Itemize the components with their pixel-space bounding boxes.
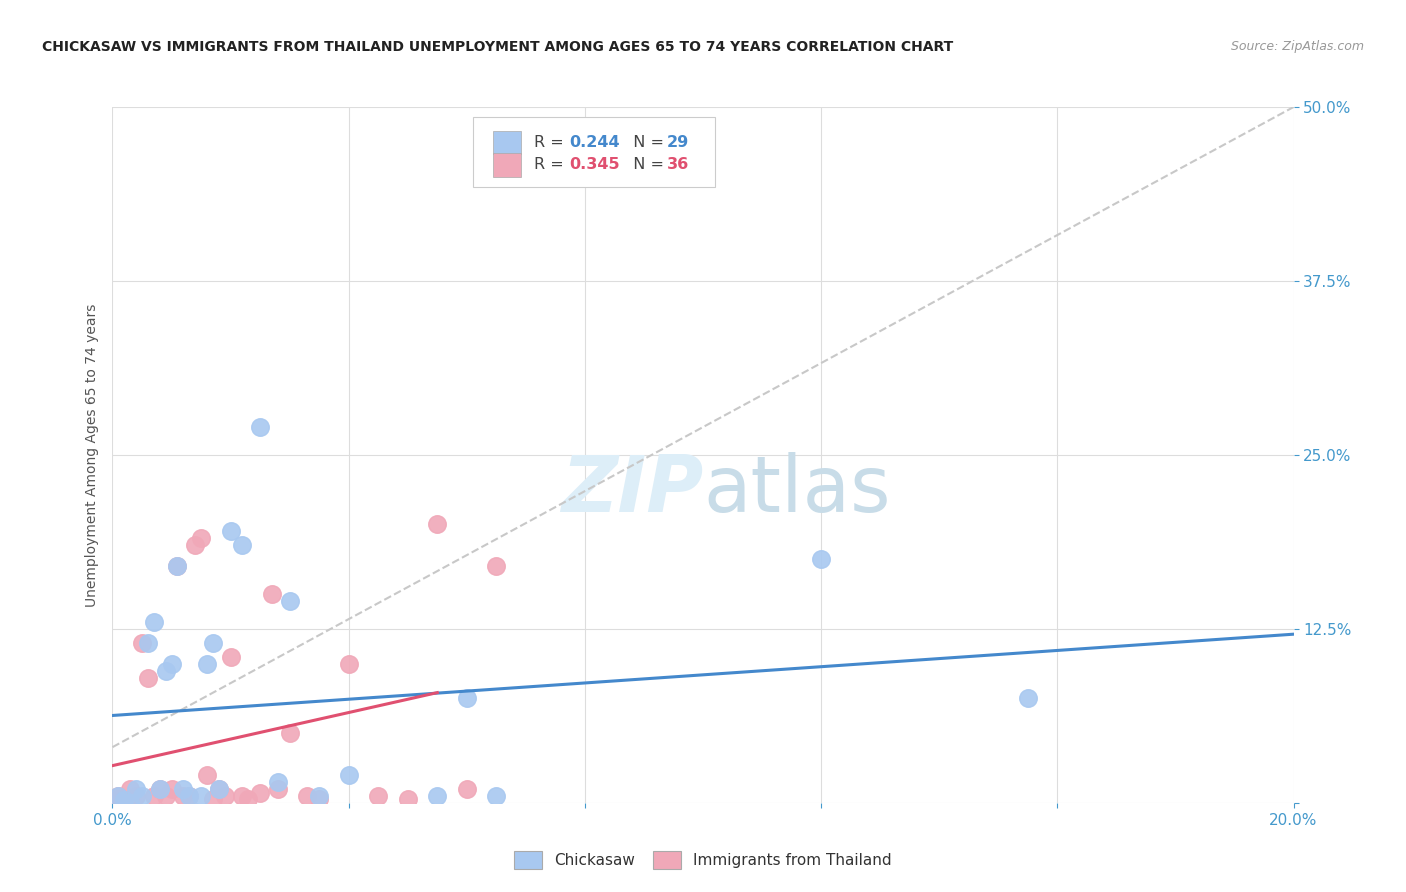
Text: 0.345: 0.345: [569, 157, 620, 172]
Point: [278, 726, 301, 740]
Point: [337, 768, 360, 782]
Point: [337, 657, 360, 671]
Point: [367, 789, 389, 803]
Point: [267, 775, 290, 789]
Point: [107, 789, 129, 803]
Point: [155, 789, 177, 803]
Point: [456, 781, 478, 796]
Point: [485, 559, 508, 574]
Point: [426, 789, 449, 803]
Point: [297, 789, 319, 803]
Point: [107, 791, 129, 805]
Point: [125, 781, 148, 796]
Point: [179, 789, 201, 803]
Point: [142, 789, 165, 803]
Point: [160, 781, 183, 796]
Point: [120, 781, 142, 796]
Point: [810, 552, 832, 566]
Text: atlas: atlas: [703, 451, 890, 528]
Text: CHICKASAW VS IMMIGRANTS FROM THAILAND UNEMPLOYMENT AMONG AGES 65 TO 74 YEARS COR: CHICKASAW VS IMMIGRANTS FROM THAILAND UN…: [42, 40, 953, 54]
Text: Source: ZipAtlas.com: Source: ZipAtlas.com: [1230, 40, 1364, 54]
Point: [107, 789, 129, 803]
Point: [184, 538, 207, 552]
Point: [208, 781, 231, 796]
Point: [238, 791, 260, 805]
Point: [149, 781, 172, 796]
Point: [179, 789, 201, 803]
Point: [190, 789, 212, 803]
Text: R =: R =: [534, 157, 569, 172]
Point: [195, 768, 218, 782]
Point: [260, 587, 283, 601]
FancyBboxPatch shape: [472, 118, 714, 187]
Point: [231, 789, 253, 803]
Point: [426, 517, 449, 532]
Point: [172, 789, 194, 803]
FancyBboxPatch shape: [492, 153, 522, 177]
Point: [1017, 691, 1039, 706]
Point: [201, 636, 224, 650]
Point: [120, 796, 142, 810]
Point: [308, 791, 330, 805]
Point: [456, 691, 478, 706]
Point: [166, 559, 188, 574]
Text: R =: R =: [534, 135, 569, 150]
Point: [485, 789, 508, 803]
Point: [231, 538, 253, 552]
Point: [125, 789, 148, 803]
Text: 29: 29: [666, 135, 689, 150]
Point: [112, 793, 135, 807]
Point: [396, 791, 419, 805]
Point: [112, 796, 135, 810]
Point: [131, 636, 153, 650]
Point: [149, 781, 172, 796]
Point: [219, 524, 242, 539]
Point: [160, 657, 183, 671]
Point: [131, 789, 153, 803]
Point: [308, 789, 330, 803]
Point: [166, 559, 188, 574]
Point: [136, 671, 159, 685]
Point: [278, 594, 301, 608]
Point: [219, 649, 242, 664]
Point: [190, 532, 212, 546]
Point: [249, 786, 271, 800]
Point: [214, 789, 236, 803]
Text: 0.244: 0.244: [569, 135, 620, 150]
Text: 36: 36: [666, 157, 689, 172]
Point: [208, 781, 231, 796]
FancyBboxPatch shape: [492, 131, 522, 154]
Point: [172, 781, 194, 796]
Text: N =: N =: [623, 135, 669, 150]
Point: [136, 636, 159, 650]
Y-axis label: Unemployment Among Ages 65 to 74 years: Unemployment Among Ages 65 to 74 years: [84, 303, 98, 607]
Text: ZIP: ZIP: [561, 451, 703, 528]
Point: [142, 615, 165, 629]
Point: [201, 791, 224, 805]
Point: [120, 793, 142, 807]
Point: [267, 781, 290, 796]
Text: N =: N =: [623, 157, 669, 172]
Legend: Chickasaw, Immigrants from Thailand: Chickasaw, Immigrants from Thailand: [508, 846, 898, 875]
Point: [249, 420, 271, 434]
Point: [195, 657, 218, 671]
Point: [155, 664, 177, 678]
